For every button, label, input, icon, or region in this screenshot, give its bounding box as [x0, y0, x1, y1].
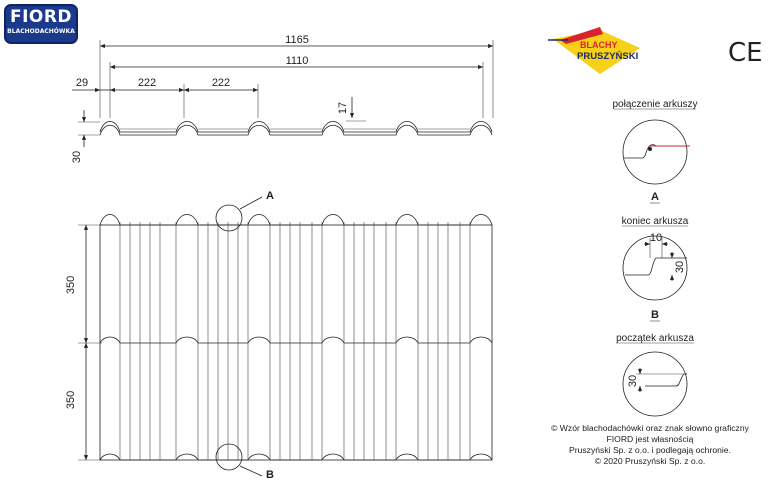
dim-module-2: 222 [212, 77, 230, 89]
detail-joint-letter: A [651, 191, 659, 203]
dim-height: 30 [71, 151, 83, 163]
detail-start-title: początek arkusza [616, 333, 694, 344]
detail-end-letter: B [651, 309, 659, 321]
fiord-logo-subtitle: BLACHODACHÓWKA [7, 28, 75, 35]
dim-row-2: 350 [65, 391, 77, 409]
detail-end: koniec arkusza 10 30 B [622, 216, 689, 322]
detail-end-height: 30 [674, 261, 686, 273]
dim-row-1: 350 [65, 276, 77, 294]
detail-end-width: 10 [650, 232, 662, 244]
dim-step: 17 [337, 102, 349, 114]
brand-logo-line2: PRUSZYŃSKI [577, 51, 638, 62]
fiord-logo: FIORD BLACHODACHÓWKA [4, 4, 78, 44]
dim-module-1: 222 [138, 77, 156, 89]
copyright-line-4: © 2020 Pruszyński Sp. z o.o. [594, 456, 706, 466]
marker-a: A [266, 190, 274, 202]
ce-mark: CE [728, 38, 763, 68]
brand-logo-line1: BLACHY [580, 40, 618, 50]
copyright-notice: © Wzór blachodachówki oraz znak słowno g… [535, 423, 765, 467]
copyright-line-2: FIORD jest własnością [606, 434, 694, 444]
detail-joint-title: połączenie arkuszy [612, 99, 697, 110]
profile-view: 1165 1110 29 222 222 17 30 [71, 34, 494, 163]
dim-edge: 29 [76, 77, 88, 89]
detail-end-title: koniec arkusza [622, 216, 689, 227]
front-view: 350 350 A B [65, 190, 493, 480]
detail-joint: połączenie arkuszy A [612, 99, 698, 204]
copyright-line-3: Pruszyński Sp. z o.o. i podlegają ochron… [569, 445, 731, 455]
detail-start-height: 30 [627, 375, 639, 387]
tile-ribs [119, 222, 471, 460]
marker-b: B [266, 469, 274, 480]
dim-effective-width: 1110 [286, 55, 309, 67]
fiord-logo-title: FIORD [9, 7, 73, 27]
dim-total-width: 1165 [285, 34, 309, 46]
brand-logo: BLACHY PRUSZYŃSKI [548, 27, 640, 74]
copyright-line-1: © Wzór blachodachówki oraz znak słowno g… [551, 423, 749, 433]
detail-start: początek arkusza 30 [616, 333, 694, 417]
